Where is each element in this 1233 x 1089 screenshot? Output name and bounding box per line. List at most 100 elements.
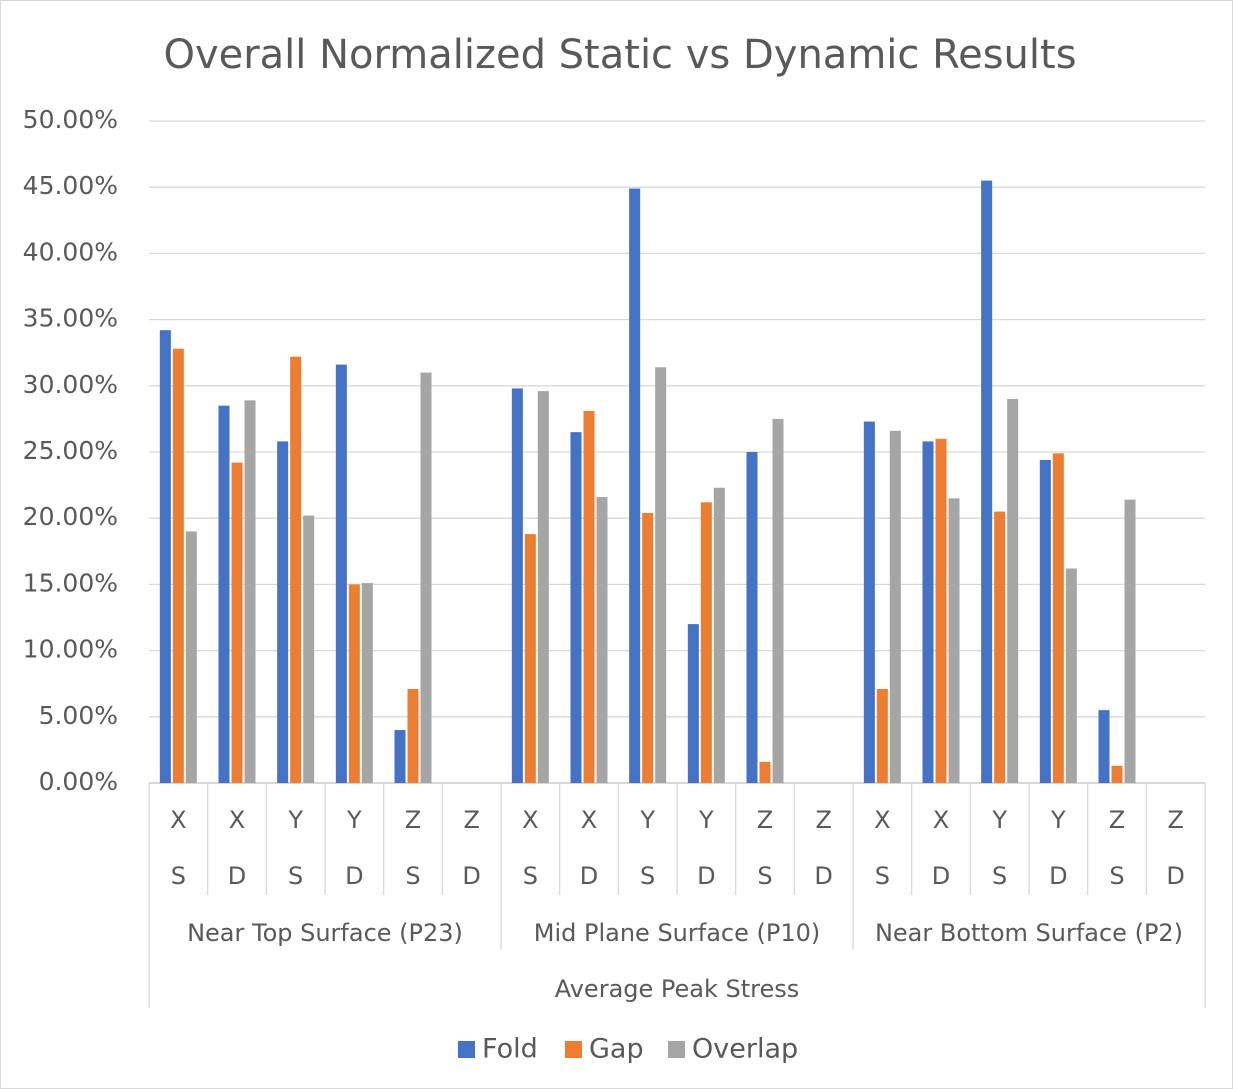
x-subtick-label: D [697,862,715,890]
x-subtick-label: S [757,862,772,890]
legend-label: Fold [482,1034,538,1065]
x-subtick-label: D [1049,862,1067,890]
x-tick-label: X [874,806,890,834]
x-subtick-label: S [640,862,655,890]
x-subtick-label: S [992,862,1007,890]
x-subtick-label: D [1166,862,1184,890]
legend-swatch [458,1041,475,1058]
chart-title: Overall Normalized Static vs Dynamic Res… [163,32,1076,78]
x-tick-label: Y [346,806,362,834]
bar [159,330,171,783]
x-tick-label: Y [991,806,1007,834]
bar [922,441,934,783]
bar [348,584,360,783]
x-tick-label: Y [1050,806,1066,834]
bar [687,624,699,783]
bar [876,688,888,783]
bar [1065,568,1077,783]
y-tick-label: 30.00% [23,370,118,399]
bar [596,497,608,783]
bar [303,515,315,783]
legend-label: Gap [589,1034,644,1065]
bar [655,367,667,783]
x-subtick-label: S [875,862,890,890]
x-tick-label: X [522,806,538,834]
bar [759,761,771,783]
bar [218,405,230,783]
legend-label: Overlap [692,1034,798,1065]
x-subtick-label: D [932,862,950,890]
bar [394,730,406,783]
bar [642,512,654,783]
bar [889,430,901,783]
bar [1124,499,1136,783]
y-tick-label: 25.00% [23,436,118,465]
x-subtick-label: D [580,862,598,890]
x-tick-label: Y [698,806,714,834]
legend-swatch [565,1041,582,1058]
bar [1007,399,1019,783]
x-tick-label: Y [639,806,655,834]
bar [772,418,784,783]
x-subtick-label: D [814,862,832,890]
x-subtick-label: D [345,862,363,890]
group-label: Near Bottom Surface (P2) [875,919,1183,947]
y-tick-label: 40.00% [23,237,118,266]
bar [583,410,595,783]
bar [407,688,419,783]
y-tick-label: 45.00% [23,171,118,200]
bar [537,391,549,783]
bar [524,534,536,783]
y-tick-label: 50.00% [23,105,118,134]
y-tick-label: 20.00% [23,502,118,531]
x-tick-label: X [170,806,186,834]
bar [746,452,758,783]
x-tick-label: X [933,806,949,834]
legend-swatch [668,1041,685,1058]
x-tick-label: Y [287,806,303,834]
bar [1052,453,1064,783]
y-tick-label: 5.00% [39,701,118,730]
x-tick-label: Z [405,806,421,834]
bar [231,462,243,783]
bar [1098,710,1110,783]
bar [277,441,289,783]
bar [244,400,256,783]
x-subtick-label: D [462,862,480,890]
x-subtick-label: S [523,862,538,890]
bar [935,438,947,783]
bar [185,531,197,783]
bar [1111,765,1123,783]
x-tick-label: Z [1167,806,1183,834]
bar [172,348,184,783]
bar [511,388,523,783]
bar [420,372,432,783]
x-tick-label: X [581,806,597,834]
bar [1039,459,1051,783]
y-tick-label: 10.00% [23,635,118,664]
bar [570,432,582,783]
x-tick-label: Z [815,806,831,834]
bar [981,180,993,783]
x-subtick-label: D [228,862,246,890]
bar [629,188,641,784]
group-label: Near Top Surface (P23) [187,919,463,947]
bar [335,364,347,783]
bar [290,356,302,783]
x-tick-label: Z [463,806,479,834]
y-tick-label: 0.00% [39,767,118,796]
x-subtick-label: S [405,862,420,890]
x-axis-title: Average Peak Stress [555,975,800,1003]
bar [863,421,875,783]
x-subtick-label: S [171,862,186,890]
group-label: Mid Plane Surface (P10) [534,919,821,947]
x-subtick-label: S [288,862,303,890]
y-tick-label: 35.00% [23,304,118,333]
x-tick-label: Z [1109,806,1125,834]
x-subtick-label: S [1109,862,1124,890]
bar [700,502,712,783]
bar [994,511,1006,783]
y-tick-label: 15.00% [23,568,118,597]
